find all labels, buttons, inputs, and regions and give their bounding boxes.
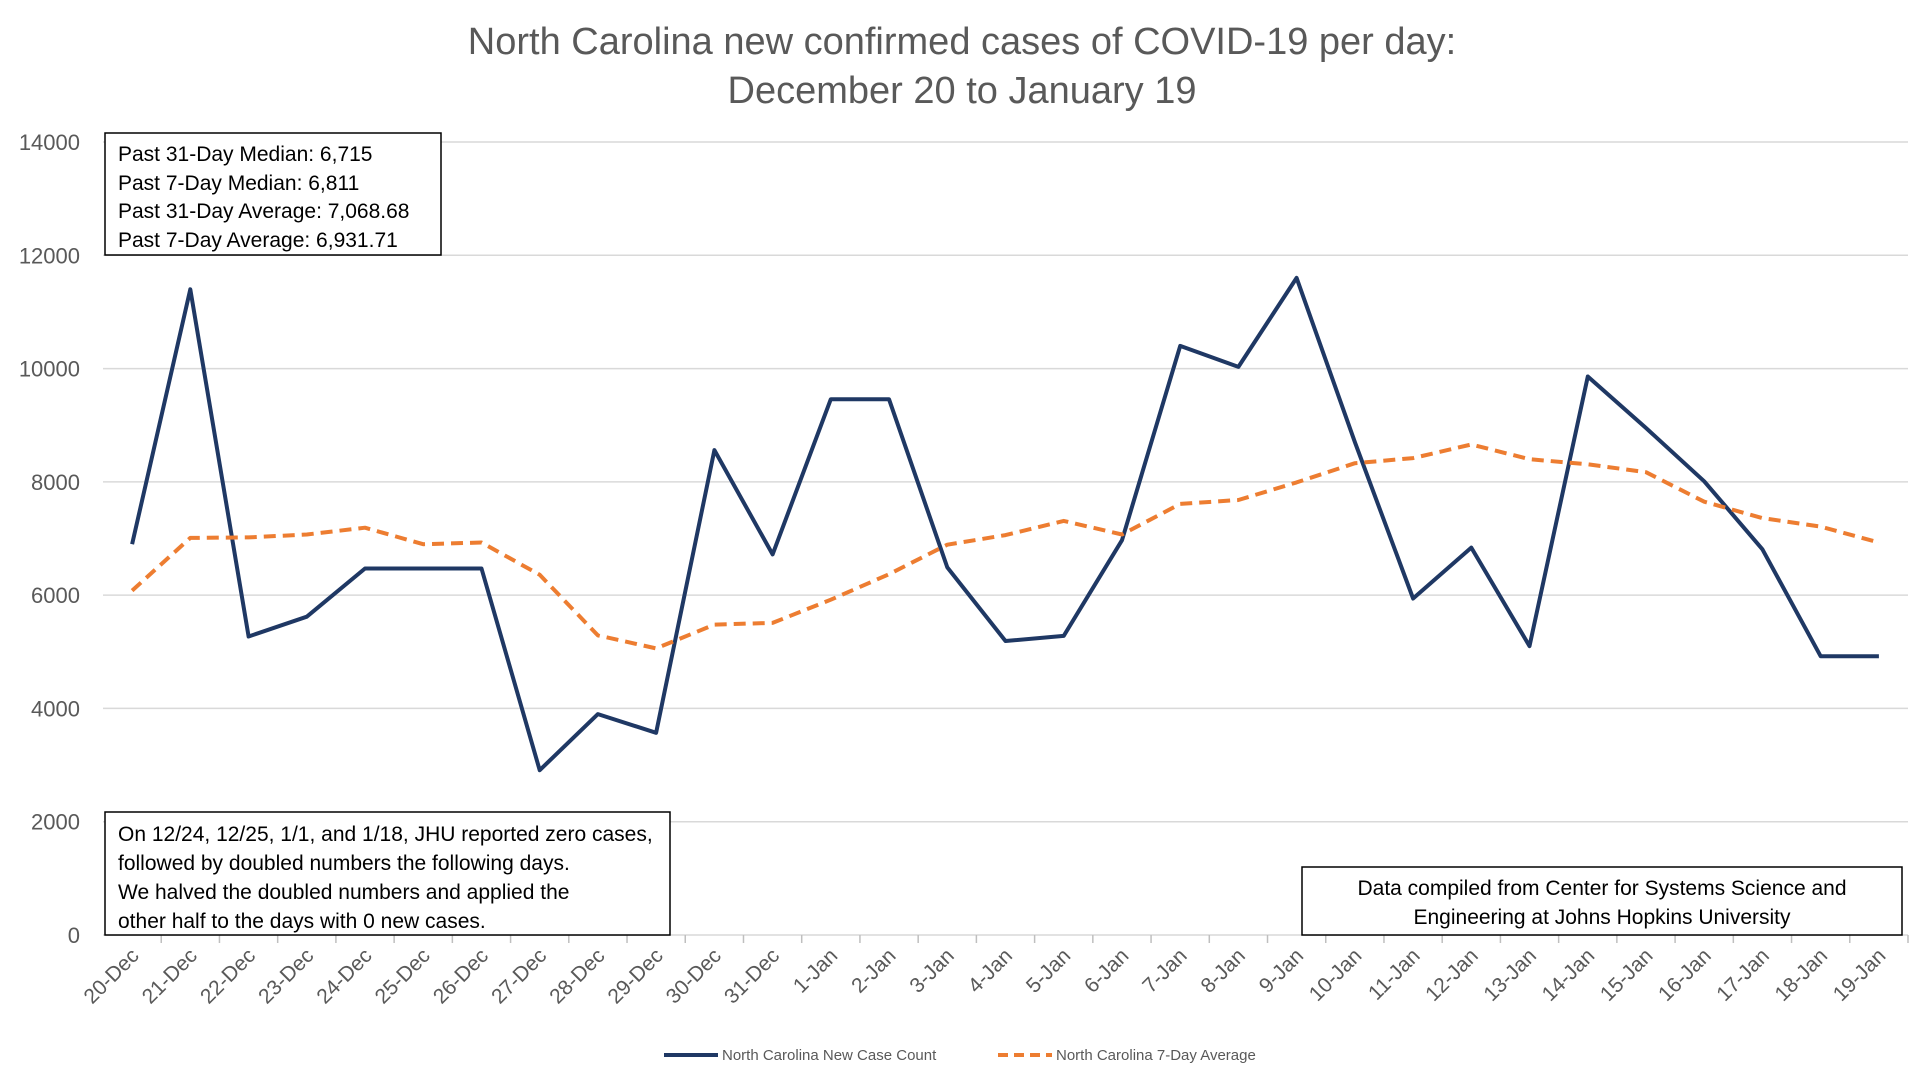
- x-tick-label: 20-Dec: [80, 944, 144, 1008]
- stats-line-4: Past 7-Day Average: 6,931.71: [118, 229, 398, 252]
- x-tick-label: 30-Dec: [662, 944, 726, 1008]
- x-tick-label: 25-Dec: [371, 944, 435, 1008]
- note-line-1: On 12/24, 12/25, 1/1, and 1/18, JHU repo…: [118, 823, 653, 846]
- series-line-7day-average: [130, 442, 1880, 651]
- y-tick-label: 2000: [31, 810, 80, 835]
- x-axis-ticks: 20-Dec21-Dec22-Dec23-Dec24-Dec25-Dec26-D…: [80, 935, 1909, 1008]
- y-tick-label: 14000: [19, 130, 80, 155]
- y-tick-label: 10000: [19, 357, 80, 382]
- x-tick-label: 11-Jan: [1364, 944, 1425, 1005]
- y-tick-label: 12000: [19, 243, 80, 268]
- source-annotation-box: Data compiled from Center for Systems Sc…: [1301, 866, 1903, 936]
- note-annotation-box: On 12/24, 12/25, 1/1, and 1/18, JHU repo…: [104, 811, 671, 936]
- series-line-new-cases: [130, 275, 1879, 773]
- legend-label-7day-avg: North Carolina 7-Day Average: [1056, 1047, 1256, 1064]
- x-tick-label: 3-Jan: [905, 944, 958, 997]
- x-tick-label: 12-Jan: [1421, 944, 1483, 1006]
- source-line-1: Data compiled from Center for Systems Sc…: [1357, 877, 1846, 900]
- x-tick-label: 19-Jan: [1829, 944, 1891, 1006]
- x-tick-label: 23-Dec: [254, 944, 318, 1008]
- y-tick-label: 4000: [31, 696, 80, 721]
- y-tick-label: 0: [68, 923, 80, 948]
- x-tick-label: 15-Jan: [1596, 944, 1658, 1006]
- x-tick-label: 21-Dec: [138, 944, 202, 1008]
- x-tick-label: 24-Dec: [312, 944, 376, 1008]
- stats-annotation-box: Past 31-Day Median: 6,715 Past 7-Day Med…: [104, 132, 442, 256]
- x-tick-label: 9-Jan: [1255, 944, 1308, 997]
- x-tick-label: 16-Jan: [1654, 944, 1716, 1006]
- note-line-3: We halved the doubled numbers and applie…: [118, 881, 569, 904]
- series-lines: [130, 275, 1880, 773]
- x-tick-label: 29-Dec: [604, 944, 668, 1008]
- x-tick-label: 28-Dec: [545, 944, 609, 1008]
- legend: North Carolina New Case Count North Caro…: [664, 1047, 1256, 1064]
- chart-title-line1: North Carolina new confirmed cases of CO…: [468, 21, 1456, 63]
- source-line-2: Engineering at Johns Hopkins University: [1413, 906, 1791, 929]
- stats-line-3: Past 31-Day Average: 7,068.68: [118, 200, 409, 223]
- x-tick-label: 2-Jan: [847, 944, 900, 997]
- note-line-2: followed by doubled numbers the followin…: [118, 852, 570, 875]
- x-tick-label: 17-Jan: [1712, 944, 1774, 1006]
- note-line-4: other half to the days with 0 new cases.: [118, 910, 486, 933]
- x-tick-label: 31-Dec: [720, 944, 784, 1008]
- y-tick-label: 6000: [31, 583, 80, 608]
- x-tick-label: 14-Jan: [1538, 944, 1600, 1006]
- x-tick-label: 18-Jan: [1771, 944, 1833, 1006]
- y-tick-label: 8000: [31, 470, 80, 495]
- stats-line-1: Past 31-Day Median: 6,715: [118, 143, 372, 166]
- legend-label-new-cases: North Carolina New Case Count: [722, 1047, 937, 1064]
- chart-title-line2: December 20 to January 19: [728, 70, 1197, 112]
- x-tick-label: 10-Jan: [1305, 944, 1367, 1006]
- x-tick-label: 4-Jan: [964, 944, 1017, 997]
- x-tick-label: 5-Jan: [1022, 944, 1075, 997]
- x-tick-label: 7-Jan: [1138, 944, 1191, 997]
- y-axis-ticks: 0 2000 4000 6000 8000 10000 12000 14000: [19, 130, 80, 948]
- x-tick-label: 6-Jan: [1080, 944, 1133, 997]
- x-tick-label: 27-Dec: [487, 944, 551, 1008]
- x-tick-label: 26-Dec: [429, 944, 493, 1008]
- x-tick-label: 22-Dec: [196, 944, 260, 1008]
- stats-line-2: Past 7-Day Median: 6,811: [118, 172, 359, 195]
- x-tick-label: 13-Jan: [1479, 944, 1541, 1006]
- x-tick-label: 8-Jan: [1197, 944, 1250, 997]
- x-tick-label: 1-Jan: [789, 944, 842, 997]
